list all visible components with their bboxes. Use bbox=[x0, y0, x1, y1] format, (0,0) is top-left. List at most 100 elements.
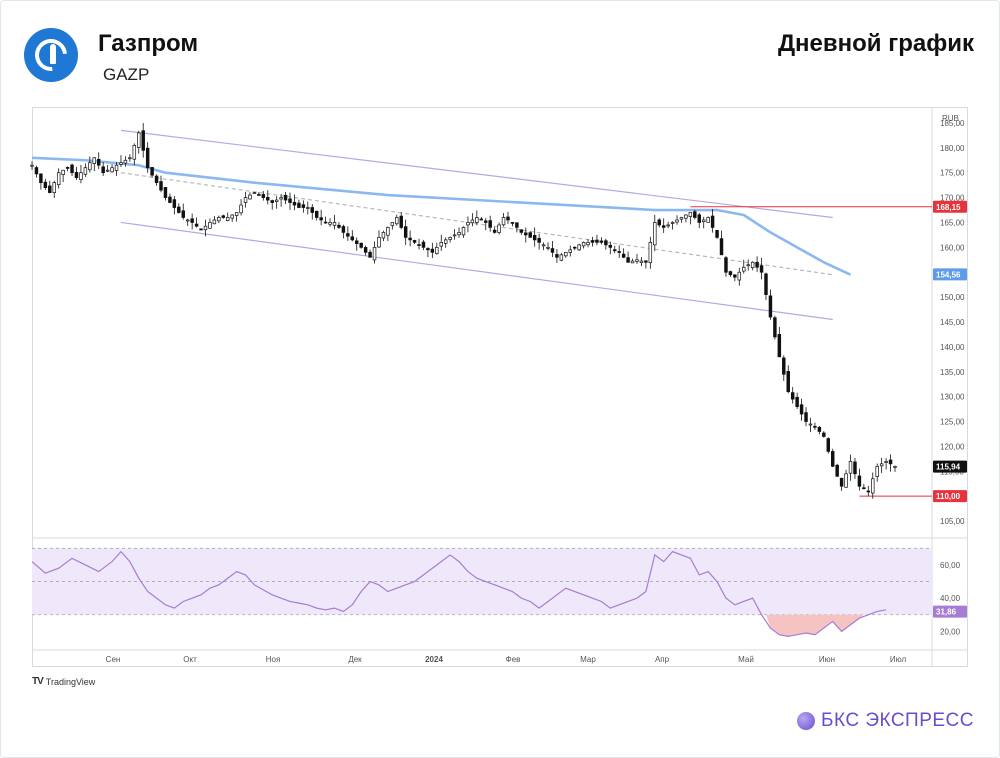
candle-body bbox=[92, 157, 97, 164]
candle-body bbox=[403, 226, 408, 238]
candle-body bbox=[194, 223, 199, 227]
rsi-oversold-fill bbox=[765, 614, 864, 637]
currency-label: RUB bbox=[942, 114, 959, 123]
candle-body bbox=[452, 234, 457, 237]
candle-body bbox=[488, 220, 492, 228]
candle-body bbox=[706, 217, 710, 223]
candle-body bbox=[804, 412, 808, 422]
candle-body bbox=[839, 477, 844, 487]
candle-body bbox=[466, 222, 470, 226]
candle-body bbox=[506, 216, 510, 221]
candle-body bbox=[475, 217, 479, 223]
price-tick-label: 165,00 bbox=[940, 218, 965, 227]
candle-body bbox=[848, 460, 853, 474]
candle-body bbox=[648, 242, 653, 264]
candle-body bbox=[871, 478, 875, 494]
candle-body bbox=[768, 295, 773, 318]
candle-body bbox=[426, 248, 430, 251]
candle-body bbox=[541, 244, 546, 247]
price-tick-label: 120,00 bbox=[940, 442, 965, 451]
candle-body bbox=[346, 233, 350, 237]
rsi-label-text: 31,86 bbox=[936, 608, 957, 617]
rsi-line bbox=[31, 550, 887, 637]
candle-body bbox=[399, 215, 403, 228]
candle-body bbox=[546, 246, 550, 249]
candle-body bbox=[750, 261, 755, 269]
candle-body bbox=[728, 271, 733, 276]
candle-body bbox=[604, 240, 608, 246]
candle-body bbox=[524, 232, 528, 236]
price-tick-label: 125,00 bbox=[940, 418, 965, 427]
candle-body bbox=[617, 251, 621, 253]
time-axis-label: Июн bbox=[819, 655, 835, 664]
candle-body bbox=[292, 201, 297, 206]
candle-body bbox=[799, 404, 804, 415]
time-axis-label: Фев bbox=[506, 655, 521, 664]
candle-body bbox=[239, 204, 243, 214]
candle-body bbox=[279, 197, 283, 200]
price-label-badge bbox=[933, 200, 967, 213]
rsi-tick-label: 40,00 bbox=[940, 594, 961, 603]
candle-body bbox=[328, 222, 332, 225]
candle-body bbox=[679, 217, 684, 220]
bks-brand: БКС ЭКСПРЕСС bbox=[797, 710, 974, 732]
candle-body bbox=[88, 162, 92, 171]
candle-body bbox=[141, 130, 145, 151]
candle-body bbox=[479, 218, 484, 221]
candle-body bbox=[30, 164, 34, 167]
candle-body bbox=[893, 465, 897, 468]
candle-body bbox=[808, 423, 813, 426]
candle-body bbox=[572, 246, 577, 249]
candle-body bbox=[817, 426, 822, 432]
candle-body bbox=[297, 202, 301, 208]
candle-body bbox=[70, 164, 74, 174]
candle-body bbox=[359, 242, 363, 248]
candle-body bbox=[733, 274, 737, 278]
candle-body bbox=[199, 228, 203, 231]
candle-body bbox=[599, 240, 604, 243]
candle-body bbox=[626, 257, 630, 263]
candle-body bbox=[497, 224, 501, 233]
candle-body bbox=[537, 238, 541, 243]
price-label-text: 154,56 bbox=[936, 270, 961, 279]
candle-body bbox=[230, 214, 234, 219]
candle-body bbox=[430, 248, 435, 253]
candle-body bbox=[532, 235, 537, 241]
candle-body bbox=[653, 222, 657, 246]
candle-body bbox=[510, 222, 515, 224]
candle-body bbox=[323, 221, 328, 224]
candle-body bbox=[145, 147, 150, 169]
candle-body bbox=[381, 232, 386, 239]
candle-body bbox=[853, 461, 857, 475]
candle-body bbox=[675, 219, 679, 223]
candle-body bbox=[715, 230, 719, 238]
candle-body bbox=[377, 237, 381, 248]
candle-body bbox=[764, 273, 768, 295]
candle-body bbox=[888, 459, 893, 465]
candle-body bbox=[386, 227, 390, 236]
price-label-badge bbox=[933, 268, 967, 281]
candle-body bbox=[395, 217, 399, 225]
candle-body bbox=[630, 260, 635, 264]
tradingview-logo: TV TradingView bbox=[32, 676, 95, 687]
candle-body bbox=[577, 244, 581, 251]
candle-body bbox=[590, 240, 595, 243]
time-axis-label: Ноя bbox=[266, 655, 281, 664]
candle-body bbox=[550, 248, 555, 253]
candle-body bbox=[844, 473, 848, 488]
candle-body bbox=[684, 214, 688, 219]
candle-body bbox=[568, 249, 572, 253]
candle-body bbox=[168, 196, 172, 203]
rsi-label-badge bbox=[933, 605, 967, 618]
candle-body bbox=[105, 169, 110, 172]
price-tick-label: 150,00 bbox=[940, 293, 965, 302]
candle-body bbox=[581, 242, 586, 247]
chart-frame bbox=[32, 107, 968, 667]
candle-body bbox=[439, 242, 443, 247]
time-axis-label: Мар bbox=[580, 655, 596, 664]
candle-body bbox=[212, 219, 217, 225]
candle-body bbox=[172, 199, 177, 208]
candle-body bbox=[332, 222, 337, 226]
candle-body bbox=[368, 251, 372, 258]
